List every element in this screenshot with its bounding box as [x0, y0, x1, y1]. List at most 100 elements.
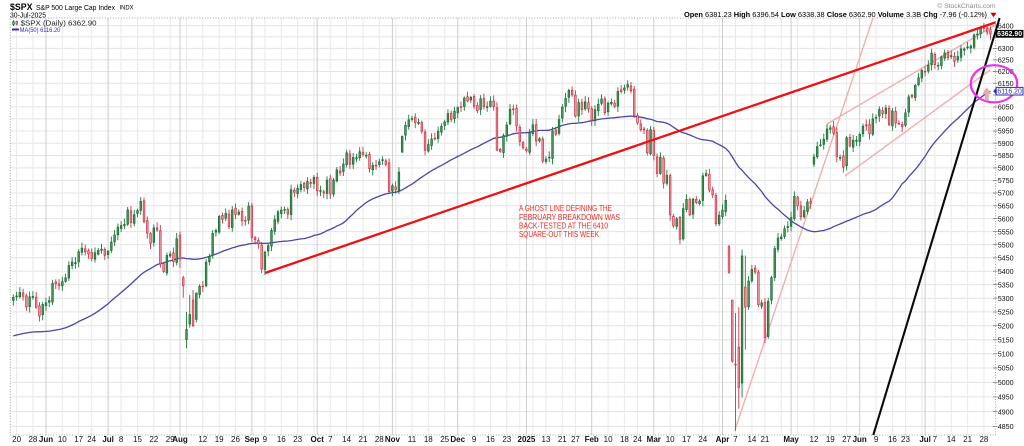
svg-text:10: 10 — [666, 435, 675, 444]
svg-text:5250: 5250 — [998, 308, 1014, 317]
svg-text:9: 9 — [874, 435, 879, 444]
svg-text:22: 22 — [149, 435, 158, 444]
svg-text:16: 16 — [486, 435, 495, 444]
svg-text:5100: 5100 — [998, 350, 1014, 359]
svg-text:4900: 4900 — [998, 407, 1014, 416]
svg-text:13: 13 — [542, 435, 551, 444]
svg-text:5700: 5700 — [998, 189, 1014, 198]
svg-text:10: 10 — [604, 435, 613, 444]
svg-text:7: 7 — [328, 435, 333, 444]
svg-text:Sep: Sep — [245, 435, 260, 444]
svg-text:5750: 5750 — [998, 176, 1014, 185]
svg-text:Mar: Mar — [647, 435, 661, 444]
svg-text:BACK-TESTED AT THE 6410: BACK-TESTED AT THE 6410 — [519, 221, 608, 230]
svg-text:10: 10 — [58, 435, 67, 444]
svg-text:5150: 5150 — [998, 335, 1014, 344]
svg-text:30-Jul-2025: 30-Jul-2025 — [10, 10, 46, 19]
svg-text:9: 9 — [263, 435, 268, 444]
svg-text:14: 14 — [342, 435, 351, 444]
svg-text:5000: 5000 — [998, 378, 1014, 387]
svg-text:Oct: Oct — [311, 435, 325, 444]
svg-text:5650: 5650 — [998, 202, 1014, 211]
svg-text:S&P 500 Large Cap Index: S&P 500 Large Cap Index — [36, 3, 115, 12]
svg-text:17: 17 — [74, 435, 83, 444]
svg-text:6116.20: 6116.20 — [997, 88, 1022, 95]
svg-text:27: 27 — [571, 435, 580, 444]
svg-text:21: 21 — [760, 435, 769, 444]
svg-text:May: May — [783, 435, 799, 444]
svg-text:27: 27 — [842, 435, 851, 444]
svg-text:INDX: INDX — [120, 5, 134, 12]
svg-text:23: 23 — [901, 435, 910, 444]
svg-text:6050: 6050 — [998, 103, 1014, 112]
svg-text:16: 16 — [888, 435, 897, 444]
svg-text:$SPX (Daily) 6362.90: $SPX (Daily) 6362.90 — [21, 20, 97, 27]
svg-text:Feb: Feb — [585, 435, 599, 444]
svg-text:28: 28 — [375, 435, 384, 444]
svg-text:6362.90: 6362.90 — [997, 31, 1022, 38]
svg-text:SQUARE-OUT THIS WEEK: SQUARE-OUT THIS WEEK — [519, 230, 600, 239]
svg-text:16: 16 — [277, 435, 286, 444]
svg-text:A GHOST LINE DEFINING THE: A GHOST LINE DEFINING THE — [519, 204, 612, 213]
svg-text:5200: 5200 — [998, 321, 1014, 330]
svg-text:28: 28 — [28, 435, 37, 444]
svg-text:5400: 5400 — [998, 267, 1014, 276]
svg-text:5950: 5950 — [998, 127, 1014, 136]
svg-text:19: 19 — [215, 435, 224, 444]
svg-text:Open 6381.23 High 6396.54 Low: Open 6381.23 High 6396.54 Low 6338.38 Cl… — [684, 10, 987, 19]
svg-text:Aug: Aug — [172, 435, 188, 444]
svg-text:28: 28 — [979, 435, 988, 444]
svg-text:18: 18 — [424, 435, 433, 444]
svg-text:15: 15 — [133, 435, 142, 444]
svg-text:$SPX: $SPX — [10, 1, 33, 12]
svg-text:5900: 5900 — [998, 139, 1014, 148]
svg-text:6400: 6400 — [998, 21, 1014, 30]
svg-text:5600: 5600 — [998, 214, 1014, 223]
svg-text:5550: 5550 — [998, 227, 1014, 236]
svg-text:7: 7 — [733, 435, 738, 444]
svg-text:12: 12 — [810, 435, 819, 444]
svg-text:19: 19 — [826, 435, 835, 444]
svg-text:17: 17 — [682, 435, 691, 444]
svg-text:6000: 6000 — [998, 115, 1014, 124]
svg-text:9: 9 — [472, 435, 477, 444]
svg-text:5800: 5800 — [998, 164, 1014, 173]
svg-text:8: 8 — [119, 435, 124, 444]
svg-text:20: 20 — [12, 435, 21, 444]
svg-text:21: 21 — [359, 435, 368, 444]
svg-text:Apr: Apr — [716, 435, 730, 444]
svg-text:Jun: Jun — [853, 435, 867, 444]
svg-text:29: 29 — [166, 435, 175, 444]
svg-text:© StockCharts.com: © StockCharts.com — [937, 2, 996, 10]
svg-text:23: 23 — [502, 435, 511, 444]
svg-text:5350: 5350 — [998, 280, 1014, 289]
svg-text:14: 14 — [747, 435, 756, 444]
svg-text:Jul: Jul — [919, 435, 931, 444]
svg-text:26: 26 — [231, 435, 240, 444]
svg-text:4850: 4850 — [998, 422, 1014, 431]
svg-text:Jul: Jul — [102, 435, 114, 444]
svg-text:6200: 6200 — [998, 67, 1014, 76]
svg-text:14: 14 — [947, 435, 956, 444]
svg-text:23: 23 — [293, 435, 302, 444]
svg-text:5450: 5450 — [998, 254, 1014, 263]
svg-text:6250: 6250 — [998, 56, 1014, 65]
svg-text:6300: 6300 — [998, 44, 1014, 53]
svg-text:FEBRUARY BREAKDOWN WAS: FEBRUARY BREAKDOWN WAS — [519, 213, 620, 222]
svg-text:Dec: Dec — [450, 435, 465, 444]
svg-text:7: 7 — [933, 435, 938, 444]
svg-text:Jun: Jun — [39, 435, 53, 444]
svg-text:11: 11 — [408, 435, 417, 444]
svg-text:Nov: Nov — [385, 435, 401, 444]
svg-text:25: 25 — [440, 435, 449, 444]
svg-text:5300: 5300 — [998, 294, 1014, 303]
svg-text:21: 21 — [558, 435, 567, 444]
svg-text:5050: 5050 — [998, 364, 1014, 373]
svg-text:18: 18 — [620, 435, 629, 444]
svg-text:4950: 4950 — [998, 393, 1014, 402]
svg-text:6150: 6150 — [998, 79, 1014, 88]
svg-text:24: 24 — [87, 435, 96, 444]
svg-text:24: 24 — [698, 435, 707, 444]
svg-text:24: 24 — [633, 435, 642, 444]
svg-text:12: 12 — [198, 435, 207, 444]
